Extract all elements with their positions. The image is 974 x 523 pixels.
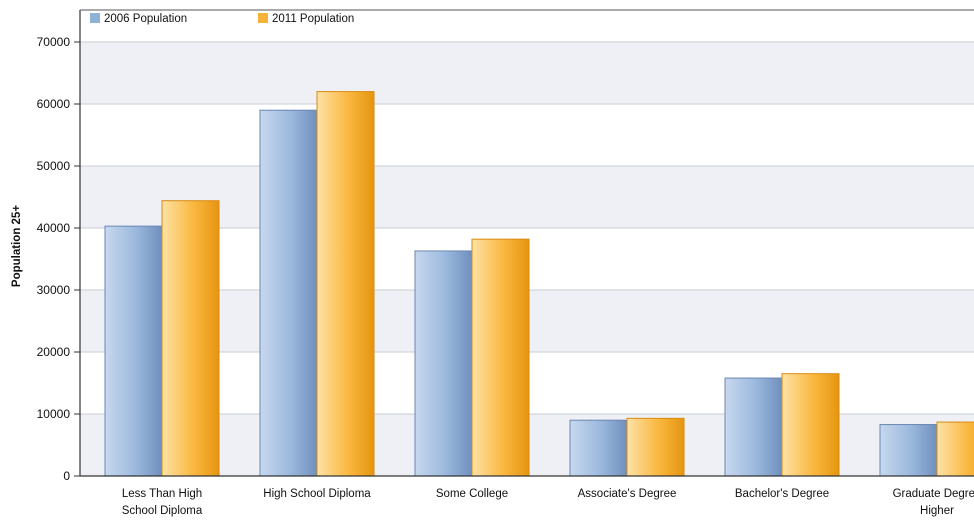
legend-label: 2011 Population (272, 13, 354, 25)
y-tick-label: 60000 (37, 97, 71, 111)
bar-2011-population (161, 200, 220, 477)
y-tick-label: 40000 (37, 221, 71, 235)
x-tick-label: Some College (436, 488, 508, 500)
y-tick-labels: 0 10000 20000 30000 40000 50000 60000 70000 (37, 35, 71, 483)
legend: 2006 Population 2011 Population (90, 13, 354, 25)
bar-2006-population (414, 250, 473, 477)
y-axis-label: Population 25+ (11, 205, 23, 287)
bar-2006-population (724, 377, 783, 477)
bar-2006-population (879, 424, 938, 477)
bar-2011-population (471, 238, 530, 477)
plot-band (80, 42, 974, 104)
legend-label: 2006 Population (104, 13, 187, 25)
x-tick-label: School Diploma (122, 505, 203, 517)
x-tick-labels: Less Than High School Diploma High School … (122, 488, 974, 517)
x-tick-label: Associate's Degree (578, 488, 677, 500)
y-tick-label: 0 (63, 469, 70, 483)
bar-2011-population (316, 91, 375, 477)
x-tick-label: Higher (920, 505, 954, 517)
x-tick-label: Bachelor's Degree (735, 488, 829, 500)
y-tick-label: 20000 (37, 345, 71, 359)
y-tick-label: 30000 (37, 283, 71, 297)
bar-2011-population (781, 373, 840, 477)
bar-2011-population (936, 421, 974, 477)
bar-2006-population (104, 225, 163, 477)
bar-2006-population (259, 109, 318, 477)
axes (79, 9, 974, 477)
bars (104, 91, 974, 477)
x-tick-label: High School Diploma (263, 488, 371, 500)
legend-swatch (90, 13, 100, 23)
bar-2006-population (569, 419, 628, 477)
plot-band (80, 166, 974, 228)
y-tick-label: 50000 (37, 159, 71, 173)
bar-2011-population (626, 417, 685, 477)
y-tick-label: 70000 (37, 35, 71, 49)
x-tick-label: Less Than High (122, 488, 202, 500)
x-tick-label: Graduate Degree (893, 488, 974, 500)
legend-swatch (258, 13, 268, 23)
y-tick-label: 10000 (37, 407, 71, 421)
